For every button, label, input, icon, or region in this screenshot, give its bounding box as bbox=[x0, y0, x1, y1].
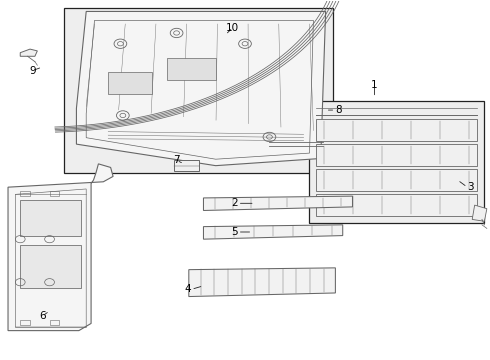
Polygon shape bbox=[203, 196, 352, 211]
Polygon shape bbox=[189, 268, 335, 297]
Bar bbox=[20, 320, 30, 325]
Bar bbox=[20, 191, 30, 196]
Polygon shape bbox=[76, 12, 326, 166]
Polygon shape bbox=[316, 144, 477, 166]
Bar bbox=[20, 200, 81, 235]
Text: 3: 3 bbox=[467, 182, 474, 192]
Text: 8: 8 bbox=[335, 105, 342, 115]
Bar bbox=[167, 58, 216, 80]
Bar bbox=[49, 191, 59, 196]
Text: 4: 4 bbox=[185, 284, 191, 294]
Text: 6: 6 bbox=[39, 311, 46, 321]
Polygon shape bbox=[203, 225, 343, 239]
Bar bbox=[108, 72, 152, 94]
Polygon shape bbox=[316, 119, 477, 140]
Text: 1: 1 bbox=[371, 80, 378, 90]
Bar bbox=[174, 160, 198, 171]
Bar bbox=[20, 244, 81, 288]
Polygon shape bbox=[8, 164, 113, 330]
Text: 5: 5 bbox=[231, 227, 238, 237]
Text: 10: 10 bbox=[226, 23, 239, 33]
Text: 2: 2 bbox=[231, 198, 238, 208]
Text: 9: 9 bbox=[29, 66, 36, 76]
Polygon shape bbox=[20, 49, 37, 56]
Polygon shape bbox=[316, 194, 477, 216]
Bar bbox=[64, 8, 333, 173]
Text: 7: 7 bbox=[173, 155, 180, 165]
Polygon shape bbox=[316, 169, 477, 191]
Bar bbox=[309, 101, 485, 223]
Bar bbox=[49, 320, 59, 325]
Polygon shape bbox=[472, 205, 487, 221]
